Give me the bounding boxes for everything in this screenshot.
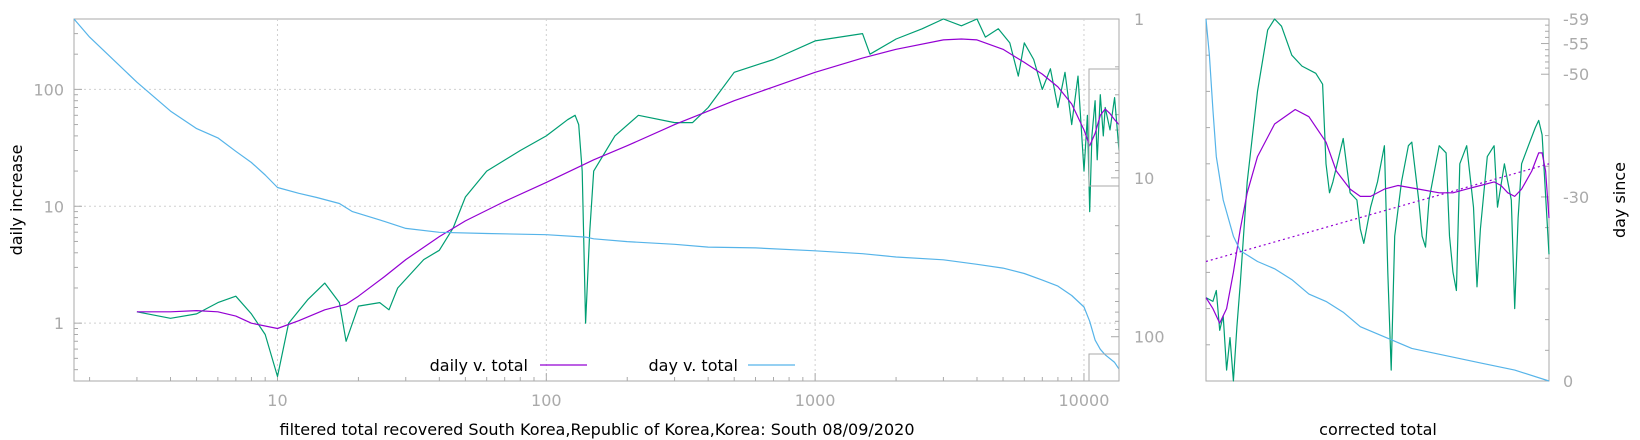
series-line-daily-fit bbox=[136, 38, 1120, 330]
side-series-line-daily-raw bbox=[1205, 18, 1550, 382]
y-tick-label: 1 bbox=[54, 314, 64, 333]
side-y2-tick-label: -30 bbox=[1563, 188, 1589, 207]
main-x-axis-title: filtered total recovered South Korea,Rep… bbox=[280, 420, 915, 439]
main-grid bbox=[74, 19, 1119, 381]
x-tick-label: 1000 bbox=[795, 391, 836, 410]
side-y2-tick-label: -59 bbox=[1563, 10, 1589, 29]
legend-label-daily: daily v. total bbox=[430, 356, 528, 375]
side-series-line-daily-fit-trend bbox=[1205, 163, 1550, 263]
side-series-line-daily-fit bbox=[1205, 108, 1550, 324]
y2-tick-label: 100 bbox=[1134, 328, 1165, 347]
side-y2-tick-label: 0 bbox=[1563, 372, 1573, 391]
main-ticks: 10 100 1000 10000 1 10 100 1 10 100 bbox=[33, 10, 1164, 410]
side-series bbox=[1205, 18, 1550, 382]
side-series-line-day bbox=[1205, 18, 1550, 382]
side-y2-axis-title: day since bbox=[1610, 162, 1629, 238]
side-ticks: -59 -55 -50 -30 0 bbox=[1206, 10, 1589, 391]
y-tick-label: 100 bbox=[33, 80, 64, 99]
y2-tick-label: 1 bbox=[1134, 10, 1144, 29]
main-inset-box bbox=[1088, 68, 1120, 187]
main-series bbox=[73, 18, 1120, 378]
side-y2-tick-label: -50 bbox=[1563, 65, 1589, 84]
main-plot-frame bbox=[73, 18, 1120, 382]
main-legend: daily v. total day v. total bbox=[430, 356, 795, 375]
legend-label-day: day v. total bbox=[649, 356, 739, 375]
x-tick-label: 10 bbox=[267, 391, 287, 410]
y2-tick-label: 10 bbox=[1134, 169, 1154, 188]
y-tick-label: 10 bbox=[44, 197, 64, 216]
x-tick-label: 10000 bbox=[1059, 391, 1110, 410]
main-y-axis-title: daily increase bbox=[7, 145, 26, 256]
main-inset-box-lower bbox=[1088, 353, 1120, 382]
side-x-axis-title: corrected total bbox=[1319, 420, 1437, 439]
side-y2-tick-label: -55 bbox=[1563, 35, 1589, 54]
series-line-day bbox=[73, 18, 1120, 370]
x-tick-label: 100 bbox=[531, 391, 562, 410]
